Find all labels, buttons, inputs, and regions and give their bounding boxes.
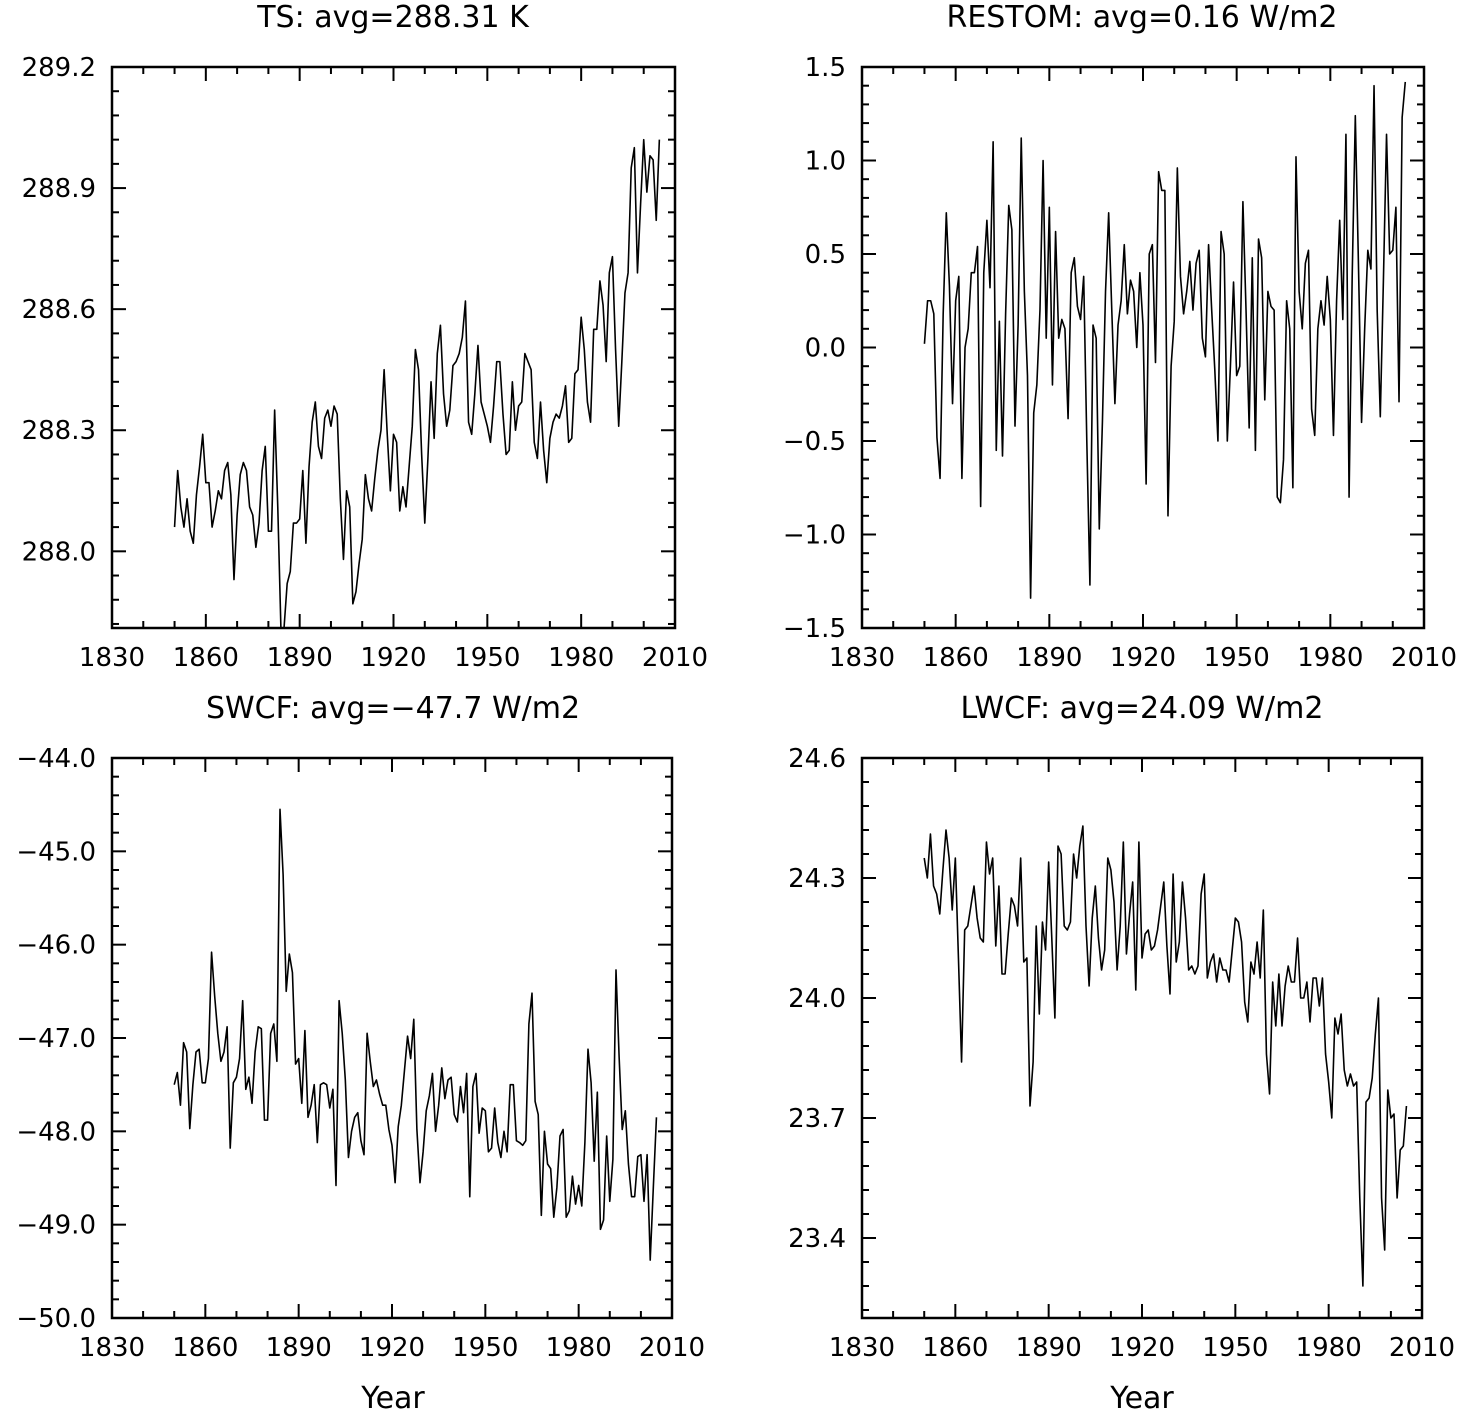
lwcf-ytick-label: 23.7 (788, 1104, 846, 1134)
lwcf-title: LWCF: avg=24.09 W/m2 (961, 691, 1324, 726)
ts-plot-frame (110, 65, 677, 630)
lwcf-ytick-label: 23.4 (788, 1224, 846, 1254)
ts-ytick-label: 288.6 (22, 295, 96, 325)
restom-xtick-label: 1980 (1297, 643, 1363, 673)
swcf-ytick-label: −47.0 (16, 1024, 96, 1054)
swcf-xtick-label: 1950 (452, 1333, 518, 1363)
ts-title: TS: avg=288.31 K (256, 0, 530, 35)
ts-xtick-label: 1860 (173, 643, 239, 673)
lwcf-xlabel: Year (1109, 1381, 1174, 1416)
restom-xtick-label: 1830 (829, 643, 895, 673)
restom-title: RESTOM: avg=0.16 W/m2 (946, 0, 1337, 35)
swcf-series-line (173, 808, 658, 1261)
swcf-xtick-label: 1860 (172, 1333, 238, 1363)
lwcf-ytick-label: 24.0 (788, 984, 846, 1014)
restom-ytick-label: 1.5 (805, 53, 846, 83)
swcf-xtick-label: 1980 (546, 1333, 612, 1363)
lwcf-xtick-label: 1950 (1202, 1333, 1268, 1363)
restom-xtick-label: 2010 (1391, 643, 1457, 673)
lwcf-xtick-label: 2010 (1389, 1333, 1455, 1363)
ts-xtick-label: 2010 (642, 643, 708, 673)
lwcf-plot-frame (860, 756, 1424, 1320)
ts-ytick-label: 288.9 (22, 174, 96, 204)
lwcf-xtick-label: 1980 (1296, 1333, 1362, 1363)
restom-xtick-label: 1920 (1110, 643, 1176, 673)
swcf-ytick-label: −50.0 (16, 1304, 96, 1334)
restom-ytick-label: 0.0 (805, 334, 846, 364)
ts-xtick-label: 1950 (454, 643, 520, 673)
swcf-ytick-label: −49.0 (16, 1211, 96, 1241)
lwcf-xtick-label: 1830 (829, 1333, 895, 1363)
restom-series-line (923, 81, 1407, 599)
swcf-ytick-label: −44.0 (16, 744, 96, 774)
lwcf-panel: LWCF: avg=24.09 W/m2 Year 1830 1860 1890 19… (788, 691, 1455, 1416)
restom-panel: RESTOM: avg=0.16 W/m2 1830 1860 1890 1920 19… (783, 0, 1457, 673)
restom-ytick-label: 0.5 (805, 240, 846, 270)
ts-ytick-label: 289.2 (22, 53, 96, 83)
swcf-xlabel: Year (360, 1381, 425, 1416)
ts-ytick-label: 288.3 (22, 416, 96, 446)
restom-ytick-label: −1.5 (783, 614, 846, 644)
lwcf-ytick-label: 24.6 (788, 744, 846, 774)
lwcf-series-line (923, 825, 1408, 1287)
swcf-panel: SWCF: avg=−47.7 W/m2 Year 1830 1860 1890 19… (16, 691, 705, 1416)
swcf-title: SWCF: avg=−47.7 W/m2 (206, 691, 580, 726)
swcf-plot-frame (110, 756, 674, 1320)
swcf-ytick-label: −48.0 (16, 1117, 96, 1147)
swcf-xtick-label: 1890 (266, 1333, 332, 1363)
restom-xtick-label: 1860 (923, 643, 989, 673)
lwcf-ytick-label: 24.3 (788, 864, 846, 894)
restom-ytick-label: −0.5 (783, 427, 846, 457)
ts-ytick-label: 288.0 (22, 537, 96, 567)
lwcf-xtick-label: 1860 (922, 1333, 988, 1363)
lwcf-xtick-label: 1920 (1109, 1333, 1175, 1363)
swcf-xtick-label: 1830 (79, 1333, 145, 1363)
ts-xtick-label: 1830 (79, 643, 145, 673)
ts-xtick-label: 1920 (360, 643, 426, 673)
swcf-xtick-label: 2010 (639, 1333, 705, 1363)
restom-xtick-label: 1890 (1016, 643, 1082, 673)
ts-series-line (173, 138, 661, 629)
restom-ytick-label: −1.0 (783, 521, 846, 551)
lwcf-xtick-label: 1890 (1016, 1333, 1082, 1363)
ts-xtick-label: 1980 (548, 643, 614, 673)
swcf-ytick-label: −45.0 (16, 837, 96, 867)
swcf-xtick-label: 1920 (359, 1333, 425, 1363)
restom-xtick-label: 1950 (1204, 643, 1270, 673)
swcf-ytick-label: −46.0 (16, 931, 96, 961)
ts-xtick-label: 1890 (267, 643, 333, 673)
restom-ytick-label: 1.0 (805, 147, 846, 177)
ts-panel: TS: avg=288.31 K 1830 1860 1890 1920 1950 198… (22, 0, 709, 673)
